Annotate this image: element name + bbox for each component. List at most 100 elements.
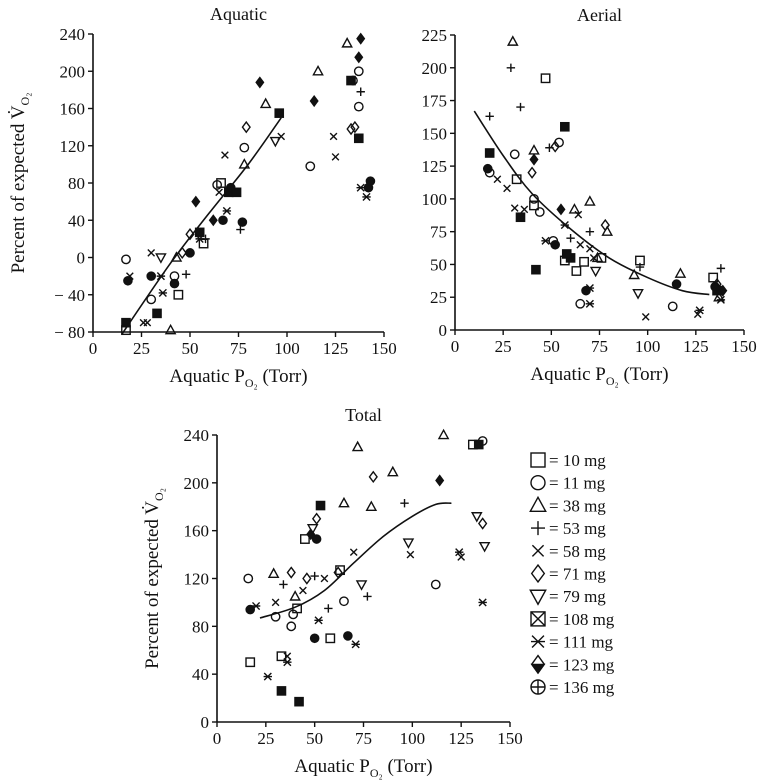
total-point <box>243 573 254 584</box>
total-point <box>457 553 466 561</box>
aquatic-point <box>177 246 187 260</box>
aquatic-point <box>146 271 156 281</box>
total-point <box>302 572 312 585</box>
chart-aerial: 0 25 50 75 100 125 150 175 200 225 0 25 50 75 100 125 15… <box>422 5 757 388</box>
total-point <box>343 631 353 641</box>
aquatic-point <box>181 270 191 279</box>
aerial-point <box>574 210 583 219</box>
aquatic-point <box>231 187 242 198</box>
aerial-point <box>718 284 728 297</box>
aerial-y-tick-label: 225 <box>422 26 448 45</box>
total-point <box>263 672 272 681</box>
aerial-x-tick-label: 150 <box>731 337 757 356</box>
aquatic-y-label: Percent of expected V̇O₂ <box>6 93 32 274</box>
aerial-point <box>667 301 678 312</box>
aerial-y-tick-label: 75 <box>430 223 447 242</box>
total-y-tick-label: 80 <box>192 617 209 636</box>
aquatic-y-tick-label: 160 <box>60 100 86 119</box>
aerial-point <box>716 264 726 273</box>
aerial-point <box>560 221 570 230</box>
legend-label: = 79 mg <box>549 587 606 606</box>
aerial-point <box>585 299 595 308</box>
aerial-fit-curve <box>473 110 710 296</box>
legend-marker <box>529 589 547 606</box>
aerial-point <box>529 153 539 166</box>
aerial-y-tick-label: 100 <box>422 190 448 209</box>
aquatic-point <box>191 195 201 208</box>
aquatic-point <box>309 95 319 108</box>
aquatic-point <box>156 272 166 281</box>
aerial-x-tick-label: 125 <box>683 337 709 356</box>
aquatic-point <box>158 288 168 297</box>
aquatic-y-tick-label: 200 <box>60 62 86 81</box>
total-point <box>283 652 292 661</box>
legend-marker <box>531 521 545 536</box>
legend-marker <box>530 679 546 695</box>
aerial-x-tick-label: 0 <box>451 337 460 356</box>
aquatic-point <box>170 251 183 262</box>
total-point <box>349 548 358 557</box>
aerial-point <box>550 239 560 250</box>
aquatic-point <box>218 215 228 226</box>
aquatic-point <box>350 120 360 134</box>
aerial-point <box>561 249 572 259</box>
aquatic-point <box>353 101 364 112</box>
aquatic-point <box>312 64 324 76</box>
aerial-point <box>586 244 594 253</box>
aerial-x-label: Aquatic PO₂ (Torr) <box>530 364 668 388</box>
aerial-point <box>674 267 687 278</box>
total-point <box>279 580 288 589</box>
aquatic-point <box>348 75 358 86</box>
aquatic-x-tick-label: 125 <box>323 339 349 358</box>
aquatic-fit-curve <box>121 117 282 335</box>
aerial-point <box>529 200 539 211</box>
aquatic-y-tick-label: 0 <box>77 249 86 268</box>
aerial-point <box>511 174 522 185</box>
aquatic-point <box>239 142 250 153</box>
total-y-tick-label: 0 <box>201 713 210 732</box>
legend-marker <box>530 611 546 627</box>
aerial-x-tick-label: 75 <box>591 337 608 356</box>
aquatic-point <box>362 192 371 202</box>
total-y-label: Percent of expected V̇O₂ <box>140 488 166 669</box>
aquatic-point <box>356 183 365 192</box>
aerial-x-tick-label: 25 <box>495 337 512 356</box>
total-point <box>325 633 336 644</box>
aerial-point <box>628 268 640 280</box>
aerial-point <box>708 272 719 283</box>
total-point <box>437 428 450 440</box>
aerial-point <box>575 298 586 309</box>
chart-aquatic: − 80 − 40 0 40 80 120 160 200 240 0 25 50 75 100 125 15… <box>6 4 396 390</box>
aerial-point <box>585 227 595 236</box>
total-x-tick-label: 150 <box>497 729 523 748</box>
aquatic-point <box>173 289 184 300</box>
legend-marker <box>530 563 546 584</box>
aerial-point <box>527 166 537 179</box>
aerial-x-tick-label: 100 <box>635 337 661 356</box>
aquatic-point <box>236 225 245 234</box>
legend-label: = 71 mg <box>549 565 606 584</box>
aquatic-point <box>346 122 356 136</box>
aquatic-point <box>237 217 248 227</box>
total-x-tick-label: 125 <box>448 729 474 748</box>
legend-label: = 11 mg <box>549 474 606 493</box>
total-x-label: Aquatic PO₂ (Torr) <box>294 756 432 780</box>
total-point <box>430 579 441 590</box>
total-point <box>351 640 360 649</box>
aquatic-point <box>305 161 316 172</box>
total-point <box>435 474 445 487</box>
aquatic-y-tick-label: 120 <box>60 137 86 156</box>
aquatic-y-tick-label: 80 <box>68 174 85 193</box>
legend-label: = 58 mg <box>549 542 606 561</box>
aquatic-point <box>216 178 226 188</box>
aquatic-y-tick-label: − 40 <box>54 286 85 305</box>
aerial-y-tick-label: 150 <box>422 124 448 143</box>
aquatic-point <box>169 278 180 289</box>
total-y-tick-label: 40 <box>192 665 209 684</box>
aerial-point <box>534 207 545 217</box>
total-point <box>311 534 322 544</box>
total-point <box>355 580 368 591</box>
total-point <box>477 517 488 530</box>
total-point <box>478 598 487 607</box>
total-point <box>276 686 287 696</box>
